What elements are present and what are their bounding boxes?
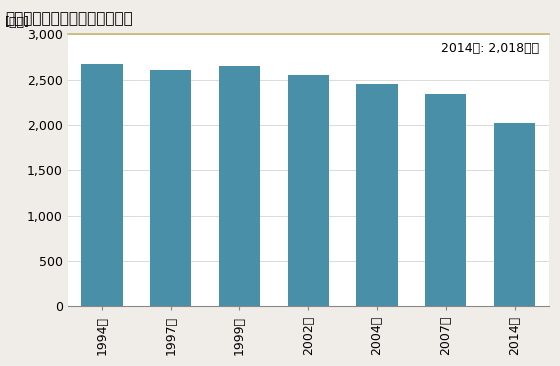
Bar	[288, 75, 329, 306]
Bar	[219, 66, 260, 306]
Text: 機械器具小売業の店舗数の推移: 機械器具小売業の店舗数の推移	[5, 11, 133, 26]
Bar	[356, 83, 398, 306]
Text: [店舗]: [店舗]	[5, 16, 30, 29]
Bar	[150, 70, 192, 306]
Bar	[81, 64, 123, 306]
Bar	[494, 123, 535, 306]
Text: 2014年: 2,018店舗: 2014年: 2,018店舗	[441, 42, 539, 55]
Bar	[425, 94, 466, 306]
